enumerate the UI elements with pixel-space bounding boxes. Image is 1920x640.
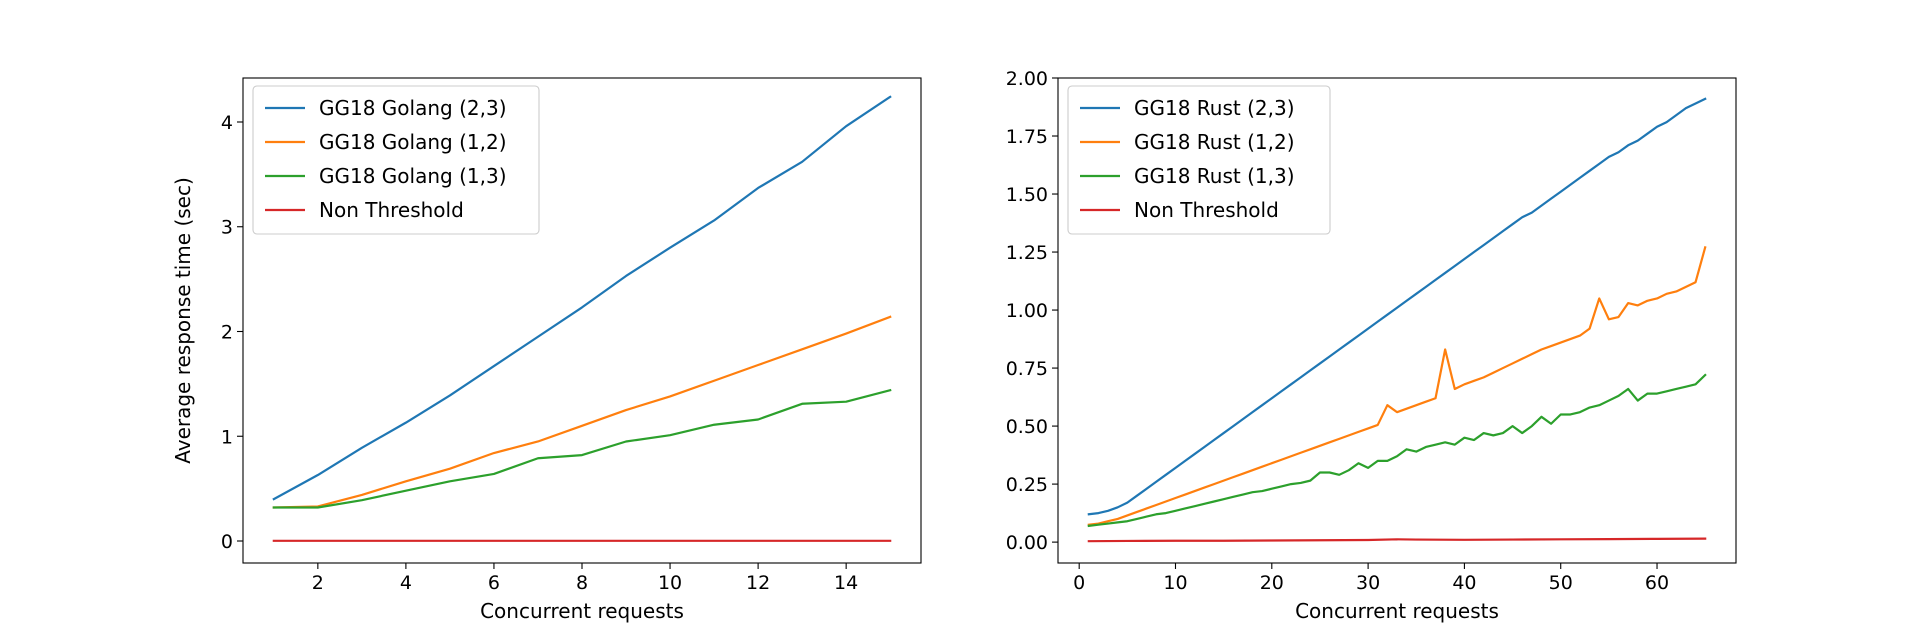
x-tick-label: 60 [1645, 572, 1669, 594]
x-tick-label: 2 [312, 572, 324, 594]
chart-right: 0 10 20 30 40 50 60 0.00 0.25 0.50 0.75 1.00 1.25 1.5… [1006, 68, 1737, 623]
y-tick-label: 1.50 [1006, 184, 1048, 206]
legend: GG18 Rust (2,3) GG18 Rust (1,2) GG18 Rust … [1067, 85, 1331, 235]
y-tick-label: 1.25 [1006, 242, 1048, 264]
legend-entry: GG18 Golang (1,2) [319, 130, 507, 154]
y-tick-label: 4 [221, 112, 233, 134]
series-line-0 [1087, 97, 1707, 516]
legend-entry: GG18 Golang (2,3) [319, 96, 507, 120]
legend-entry: GG18 Rust (1,3) [1134, 164, 1295, 188]
x-tick-label: 10 [1163, 572, 1187, 594]
series-line-0 [272, 95, 892, 501]
legend-entry: Non Threshold [1134, 198, 1279, 222]
series-line-2 [1087, 373, 1707, 528]
y-tick-label: 0.25 [1006, 474, 1048, 496]
y-tick-label: 1.00 [1006, 300, 1048, 322]
x-tick-label: 30 [1356, 572, 1380, 594]
x-tick-label: 14 [834, 572, 858, 594]
y-tick-label: 0.75 [1006, 358, 1048, 380]
axes-frame [1057, 77, 1737, 564]
x-tick-label: 20 [1260, 572, 1284, 594]
x-axis-label: Concurrent requests [480, 599, 684, 623]
series-line-2 [272, 388, 892, 509]
y-tick-label: 2.00 [1006, 68, 1048, 90]
x-axis-label: Concurrent requests [1295, 599, 1499, 623]
series-group [1087, 97, 1707, 543]
series-group [272, 95, 892, 542]
x-tick-label: 40 [1452, 572, 1476, 594]
x-tick-label: 10 [658, 572, 682, 594]
y-tick-label: 3 [221, 217, 233, 239]
y-tick-label: 1 [221, 426, 233, 448]
y-axis-label: Average response time (sec) [171, 177, 195, 464]
y-tick-label: 0.50 [1006, 416, 1048, 438]
legend-box [252, 85, 540, 235]
series-line-3 [1087, 537, 1707, 543]
y-tick-label: 2 [221, 321, 233, 343]
x-tick-label: 6 [488, 572, 500, 594]
x-tick-label: 4 [400, 572, 412, 594]
legend-entry: GG18 Rust (1,2) [1134, 130, 1295, 154]
y-tick-label: 0.00 [1006, 532, 1048, 554]
series-line-1 [1087, 246, 1707, 526]
x-tick-label: 50 [1549, 572, 1573, 594]
x-tick-label: 12 [746, 572, 770, 594]
y-tick-label: 1.75 [1006, 126, 1048, 148]
series-line-1 [272, 315, 892, 509]
legend: GG18 Golang (2,3) GG18 Golang (1,2) GG18 G… [252, 85, 540, 235]
x-tick-label: 0 [1073, 572, 1085, 594]
legend-entry: GG18 Rust (2,3) [1134, 96, 1295, 120]
legend-entry: GG18 Golang (1,3) [319, 164, 507, 188]
legend-entry: Non Threshold [319, 198, 464, 222]
x-tick-label: 8 [576, 572, 588, 594]
legend-box [1067, 85, 1331, 235]
y-tick-label: 0 [221, 531, 233, 553]
